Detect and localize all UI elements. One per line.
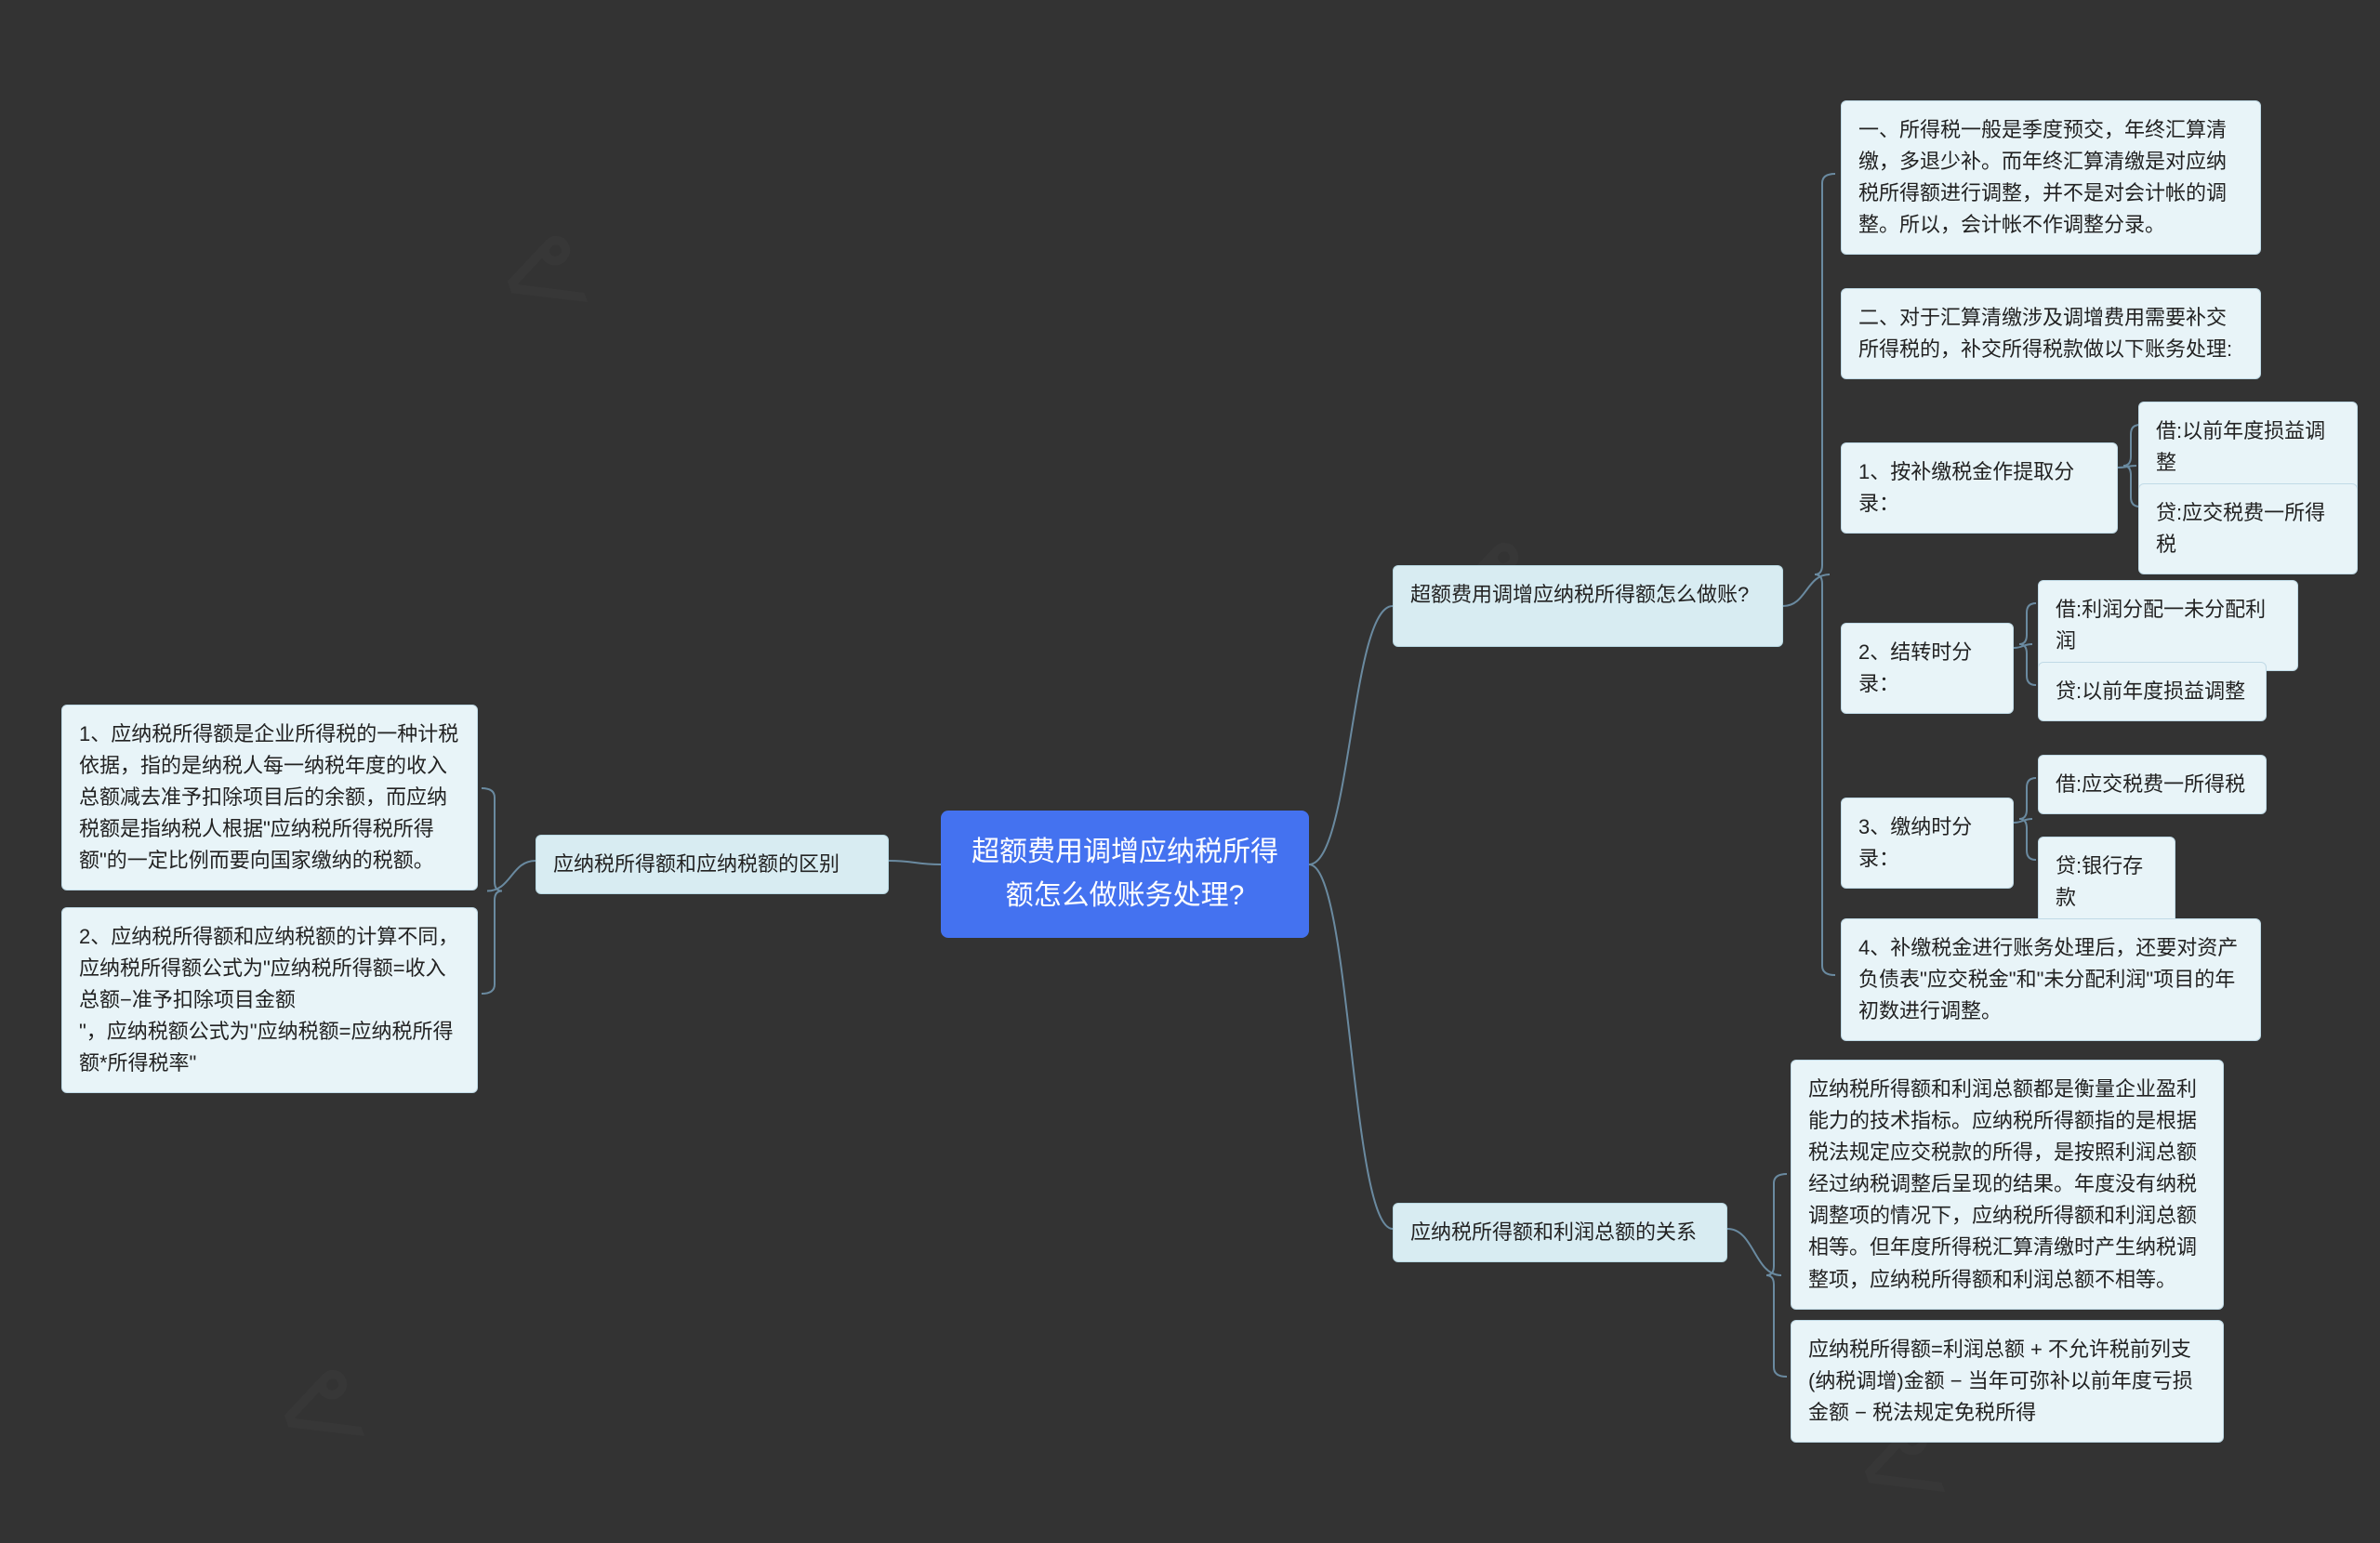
- rb-leaf-1: 应纳税所得额=利润总额 + 不允许税前列支(纳税调增)金额 − 当年可弥补以前年…: [1791, 1320, 2224, 1443]
- right-top-sub-node: 超额费用调增应纳税所得额怎么做账?: [1393, 565, 1783, 647]
- left-sub-node: 应纳税所得额和应纳税额的区别: [536, 835, 889, 894]
- rt-group-label-0: 1、按补缴税金作提取分录：: [1841, 442, 2118, 534]
- rt-group-0-child-0: 借:以前年度损益调整: [2138, 402, 2358, 493]
- rt-after-0: 4、补缴税金进行账务处理后，还要对资产负债表"应交税金"和"未分配利润"项目的年…: [1841, 918, 2261, 1041]
- rt-direct-0: 一、所得税一般是季度预交，年终汇算清缴，多退少补。而年终汇算清缴是对应纳税所得额…: [1841, 100, 2261, 255]
- rt-group-label-2: 3、缴纳时分录：: [1841, 798, 2014, 889]
- rt-group-0-child-1: 贷:应交税费一所得税: [2138, 483, 2358, 574]
- rt-group-1-child-1: 贷:以前年度损益调整: [2038, 662, 2267, 721]
- center-node: 超额费用调增应纳税所得 额怎么做账务处理?: [941, 811, 1309, 938]
- watermark-0: ᕙ: [483, 204, 602, 352]
- rt-group-2-child-0: 借:应交税费一所得税: [2038, 755, 2267, 814]
- rt-group-1-child-0: 借:利润分配一未分配利润: [2038, 580, 2298, 671]
- rt-direct-1: 二、对于汇算清缴涉及调增费用需要补交所得税的，补交所得税款做以下账务处理:: [1841, 288, 2261, 379]
- left-leaf-0: 1、应纳税所得额是企业所得税的一种计税依据，指的是纳税人每一纳税年度的收入总额减…: [61, 705, 478, 890]
- watermark-2: ᕙ: [259, 1338, 379, 1486]
- rb-leaf-0: 应纳税所得额和利润总额都是衡量企业盈利能力的技术指标。应纳税所得额指的是根据税法…: [1791, 1060, 2224, 1310]
- rt-group-2-child-1: 贷:银行存款: [2038, 837, 2175, 928]
- rt-group-label-1: 2、结转时分录：: [1841, 623, 2014, 714]
- left-leaf-1: 2、应纳税所得额和应纳税额的计算不同，应纳税所得额公式为"应纳税所得额=收入总额…: [61, 907, 478, 1093]
- right-bottom-sub-node: 应纳税所得额和利润总额的关系: [1393, 1203, 1727, 1262]
